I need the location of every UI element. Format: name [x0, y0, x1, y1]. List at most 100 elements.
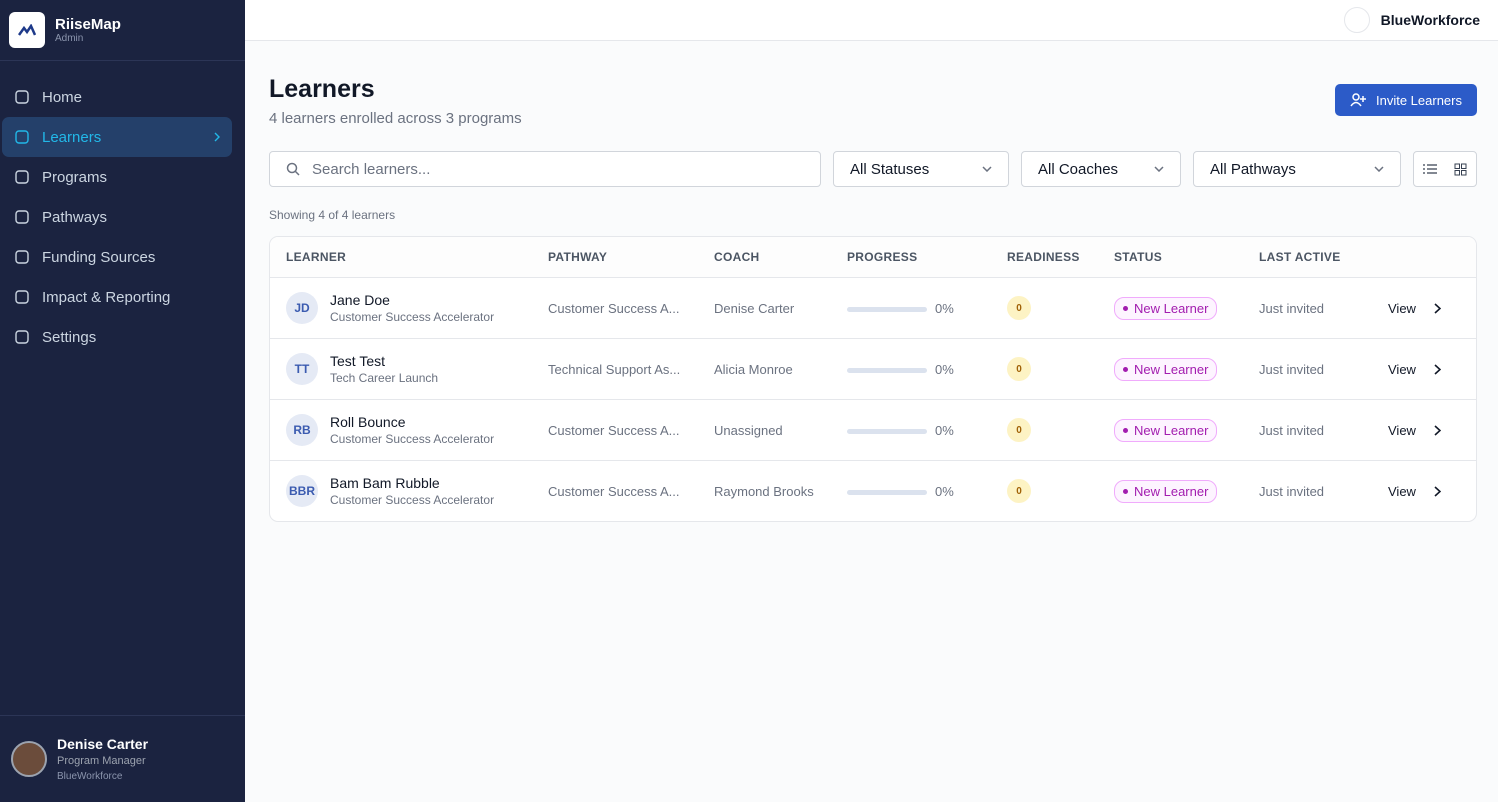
learner-name: Jane Doe — [330, 292, 390, 308]
status-badge: New Learner — [1114, 479, 1218, 503]
logo — [9, 12, 45, 48]
learner-row[interactable]: BBR Bam Bam Rubble Customer Success Accele… — [270, 460, 1476, 521]
nav-item[interactable]: Settings — [2, 317, 232, 357]
learner-row[interactable]: TT Test Test Tech Career Launch Technical S… — [270, 338, 1476, 399]
learner-program: Customer Success Accelerator — [330, 432, 495, 446]
initials: TT — [286, 353, 318, 385]
learner-row[interactable]: JD Jane Doe Customer Success Accelerator Cu… — [270, 277, 1476, 338]
pathway: Technical Support As... — [548, 361, 681, 377]
learner-name: Roll Bounce — [330, 414, 406, 430]
status-dot — [1123, 305, 1128, 311]
coach: Raymond Brooks — [714, 483, 814, 499]
grid-view[interactable] — [1454, 163, 1467, 176]
progress-cell: 0% — [847, 362, 1007, 377]
nav-label: Programs — [42, 168, 108, 186]
user-card[interactable]: Denise Carter Program Manager BlueWorkforc… — [0, 715, 245, 802]
column-header: COACH — [714, 250, 760, 264]
readiness-badge: 0 — [1007, 418, 1031, 442]
coach-filter[interactable]: All Coaches — [1021, 151, 1181, 187]
learner-program: Customer Success Accelerator — [330, 310, 495, 324]
page-subtitle: 4 learners enrolled across 3 programs — [269, 110, 522, 127]
readiness-cell: 0 — [1007, 296, 1114, 320]
progress-label: 0% — [935, 483, 954, 499]
status-dot — [1123, 488, 1128, 494]
column-header: LAST ACTIVE — [1259, 250, 1341, 264]
status-badge: New Learner — [1114, 296, 1218, 320]
last-active: Just invited — [1259, 361, 1325, 377]
learner-cell: RB Roll Bounce Customer Success Accelerato… — [286, 414, 548, 446]
view-toggle[interactable] — [1413, 151, 1477, 187]
learner-cell: JD Jane Doe Customer Success Accelerator — [286, 292, 548, 324]
org-name[interactable]: BlueWorkforce — [1380, 12, 1480, 28]
nav-label: Settings — [42, 328, 97, 346]
status-cell: New Learner — [1114, 479, 1259, 503]
status-filter[interactable]: All Statuses — [833, 151, 1009, 187]
avatar — [11, 741, 47, 777]
view-link[interactable]: View — [1388, 484, 1476, 499]
main: Learners 4 learners enrolled across 3 pr… — [269, 41, 1477, 522]
initials: BBR — [286, 475, 318, 507]
last-active: Just invited — [1259, 300, 1325, 316]
view-label: View — [1388, 483, 1416, 499]
column-header: READINESS — [1007, 250, 1080, 264]
view-label: View — [1388, 361, 1416, 377]
readiness-cell: 0 — [1007, 479, 1114, 503]
readiness-badge: 0 — [1007, 479, 1031, 503]
pathway-filter[interactable]: All Pathways — [1193, 151, 1401, 187]
learner-text: Bam Bam Rubble Customer Success Accelerat… — [330, 475, 494, 507]
coach: Alicia Monroe — [714, 361, 793, 377]
learner-row[interactable]: RB Roll Bounce Customer Success Accelerato… — [270, 399, 1476, 460]
nav-item[interactable]: Home — [2, 77, 232, 117]
pathway: Customer Success A... — [548, 422, 680, 438]
coach: Unassigned — [714, 422, 783, 438]
view-link[interactable]: View — [1388, 362, 1476, 377]
status-cell: New Learner — [1114, 357, 1259, 381]
status-badge: New Learner — [1114, 418, 1218, 442]
status-badge: New Learner — [1114, 357, 1218, 381]
coach: Denise Carter — [714, 300, 795, 316]
status-cell: New Learner — [1114, 296, 1259, 320]
search-input[interactable]: Search learners... — [269, 151, 821, 187]
status-dot — [1123, 366, 1128, 372]
topbar: BlueWorkforce — [245, 0, 1498, 41]
list-view[interactable] — [1423, 163, 1437, 175]
column-header: PROGRESS — [847, 250, 918, 264]
pathway: Customer Success A... — [548, 300, 680, 316]
invite-label: Invite Learners — [1376, 92, 1462, 108]
progress-track — [847, 489, 927, 495]
brand: RiiseMap Admin — [0, 0, 245, 61]
status-label: New Learner — [1134, 422, 1209, 438]
readiness-badge: 0 — [1007, 296, 1031, 320]
search-placeholder: Search learners... — [312, 160, 431, 178]
learner-cell: TT Test Test Tech Career Launch — [286, 353, 548, 385]
view-link[interactable]: View — [1388, 423, 1476, 438]
learner-name: Bam Bam Rubble — [330, 475, 440, 491]
invite-button[interactable]: Invite Learners — [1335, 84, 1477, 116]
nav-label: Learners — [42, 128, 102, 146]
column-header: STATUS — [1114, 250, 1163, 264]
nav-item[interactable]: Pathways — [2, 197, 232, 237]
learner-text: Roll Bounce Customer Success Accelerator — [330, 414, 494, 446]
user-org: BlueWorkforce — [57, 771, 123, 782]
view-link[interactable]: View — [1388, 301, 1476, 316]
status-label: New Learner — [1134, 300, 1209, 316]
last-active: Just invited — [1259, 422, 1325, 438]
nav-label: Funding Sources — [42, 248, 156, 266]
status-filter-label: All Statuses — [850, 160, 930, 178]
nav-item[interactable]: Learners — [2, 117, 232, 157]
nav-item[interactable]: Impact & Reporting — [2, 277, 232, 317]
column-header: LEARNER — [286, 250, 347, 264]
page-title: Learners — [269, 75, 375, 103]
nav-label: Home — [42, 88, 83, 106]
view-label: View — [1388, 422, 1416, 438]
nav-item[interactable]: Funding Sources — [2, 237, 232, 277]
progress-label: 0% — [935, 300, 954, 316]
status-dot — [1123, 427, 1128, 433]
nav-item[interactable]: Programs — [2, 157, 232, 197]
progress-cell: 0% — [847, 484, 1007, 499]
nav-label: Impact & Reporting — [42, 288, 171, 306]
learner-program: Customer Success Accelerator — [330, 493, 495, 507]
progress-track — [847, 428, 927, 434]
